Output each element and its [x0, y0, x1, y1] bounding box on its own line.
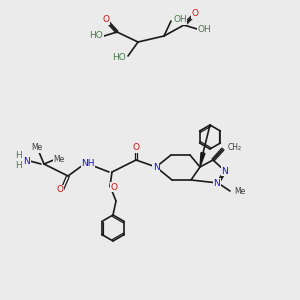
Text: HO: HO — [112, 52, 126, 62]
Polygon shape — [200, 153, 205, 167]
Text: O: O — [133, 143, 140, 152]
Text: Me: Me — [32, 143, 43, 152]
Text: HO: HO — [89, 32, 103, 40]
Text: O: O — [56, 185, 64, 194]
Text: N: N — [214, 178, 220, 188]
Text: H: H — [16, 152, 22, 160]
Text: O: O — [110, 182, 118, 191]
Text: H: H — [16, 161, 22, 170]
Text: N: N — [153, 163, 159, 172]
Text: O: O — [103, 16, 110, 25]
Text: NH: NH — [81, 160, 95, 169]
Text: N: N — [222, 167, 228, 176]
Text: CH₂: CH₂ — [228, 143, 242, 152]
Text: Me: Me — [53, 154, 64, 164]
Text: O: O — [191, 10, 199, 19]
Text: OH: OH — [173, 16, 187, 25]
Text: N: N — [24, 157, 30, 166]
Text: OH: OH — [198, 25, 212, 34]
Text: Me: Me — [234, 188, 245, 196]
